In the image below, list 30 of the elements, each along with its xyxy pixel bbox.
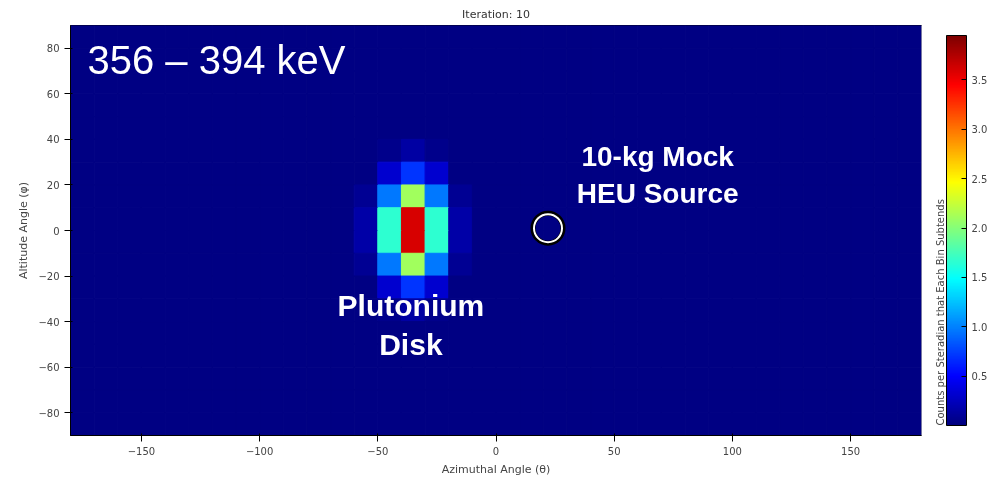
y-tick-label: −80 [38,407,60,419]
color-bar-title: Counts per Steradian that Each Bin Subtends [934,199,946,426]
annotation: 10-kg Mock HEU Source [576,141,739,210]
x-tick-label: 0 [492,445,500,457]
color-bar-label: 3.0 [971,124,988,136]
x-tick-label: −100 [245,445,274,457]
annotation: Plutonium Disk [337,288,485,362]
color-bar-label: 0.5 [971,371,988,383]
y-tick-label: 80 [46,43,60,55]
y-tick-label: 40 [46,134,60,146]
y-tick-label: 20 [46,179,60,191]
x-tick-label: 100 [722,445,742,457]
x-tick-label: 50 [607,445,621,457]
y-axis-title: Altitude Angle (φ) [17,181,31,280]
x-axis-title: Azimuthal Angle (θ) [441,462,551,476]
x-tick-label: −50 [367,445,389,457]
color-bar-label: 1.0 [971,321,988,333]
y-tick-label: 0 [53,225,60,237]
chart-title: Iteration: 10 [462,7,530,21]
color-bar-label: 2.0 [971,223,988,235]
x-tick-label: −150 [127,445,156,457]
y-tick-label: −60 [38,362,60,374]
color-bar-label: 1.5 [971,272,988,284]
x-tick-label: 150 [841,445,861,457]
annotation: 356 – 394 keV [87,37,346,82]
color-bar-label: 2.5 [971,173,988,185]
y-tick-label: −40 [38,316,60,328]
y-tick-label: 60 [46,88,60,100]
y-tick-label: −20 [38,271,60,283]
color-bar-label: 3.5 [971,74,988,86]
